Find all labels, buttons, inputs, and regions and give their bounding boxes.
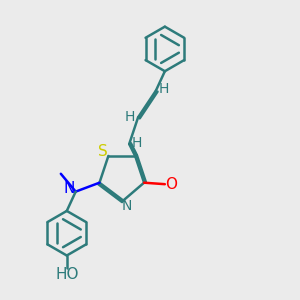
Text: N: N [122,199,132,213]
Text: S: S [98,144,107,159]
Text: N: N [64,181,75,196]
Text: H: H [159,82,169,96]
Text: H: H [132,136,142,150]
Text: HO: HO [55,267,79,282]
Text: H: H [125,110,135,124]
Text: O: O [165,177,177,192]
